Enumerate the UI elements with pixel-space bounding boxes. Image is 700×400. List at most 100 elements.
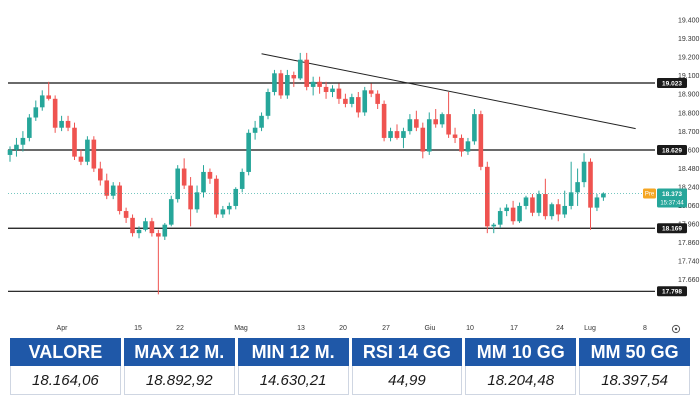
candle [543, 178, 548, 220]
level-tag: 18.629 [657, 145, 687, 155]
candle [433, 109, 438, 128]
stat-value: 18.397,54 [579, 366, 690, 395]
candle-body [265, 92, 271, 116]
candle-body [426, 119, 432, 152]
candle [414, 110, 419, 132]
candle-body [555, 204, 561, 215]
candle [227, 202, 232, 215]
candle-body [310, 81, 316, 87]
candle-body [523, 197, 529, 206]
candle [478, 110, 484, 171]
candle-body [246, 132, 251, 172]
candle-body [601, 193, 606, 198]
candle-body [439, 114, 445, 125]
price-tag-label: 18.373 [662, 191, 682, 198]
candle-body [194, 192, 200, 210]
candle-body [149, 221, 155, 234]
candle [123, 207, 129, 223]
candle [581, 153, 587, 188]
candle [426, 112, 432, 155]
candle [388, 127, 393, 142]
candle [201, 165, 206, 198]
candle [7, 146, 13, 162]
candle-body [330, 88, 335, 93]
candle [459, 134, 464, 157]
candle [381, 100, 387, 142]
candle [549, 202, 555, 220]
candle [562, 190, 567, 218]
candle-body [85, 139, 90, 162]
candle-body [407, 119, 413, 132]
candle-body [485, 166, 490, 227]
candle [536, 190, 542, 217]
candle [156, 229, 161, 295]
candle [356, 92, 361, 118]
candle-body [510, 207, 516, 222]
candle [143, 217, 148, 232]
x-tick-label: 8 [643, 325, 647, 332]
x-tick-label: 15 [134, 325, 142, 332]
y-tick-label: 19.300 [678, 36, 700, 43]
candle-body [188, 185, 193, 210]
candle-body [388, 131, 393, 138]
price-tag-prefix: Pre [645, 192, 655, 198]
candle [78, 149, 84, 166]
x-tick-label: 13 [297, 325, 305, 332]
candle-body [414, 119, 419, 128]
candle [59, 115, 64, 132]
stat-valore: VALORE 18.164,06 [10, 338, 121, 400]
candle [65, 115, 71, 132]
candle-body [304, 59, 309, 87]
candle [162, 222, 168, 240]
y-tick-label: 17.960 [678, 222, 700, 229]
candle [149, 217, 155, 237]
candle-body [336, 88, 342, 99]
stat-max-12m: MAX 12 M. 18.892,92 [123, 338, 235, 400]
candle [330, 85, 335, 98]
level-tag: 17.798 [657, 286, 687, 297]
candle-body [72, 127, 77, 157]
candle-body [401, 131, 406, 138]
stat-header: MM 10 GG [465, 338, 577, 366]
candle-body [20, 137, 26, 145]
candle [110, 182, 116, 200]
y-tick-label: 18.600 [678, 147, 700, 154]
candle-body [33, 107, 39, 118]
candle-body [181, 168, 187, 186]
candle [601, 192, 606, 201]
candle [20, 131, 26, 152]
candle [91, 136, 97, 172]
candle-body [123, 211, 129, 218]
candle [401, 127, 406, 149]
candle [98, 161, 103, 186]
candle [117, 182, 122, 215]
candle-body [272, 73, 277, 93]
candle [452, 127, 458, 144]
level-tag: 18.169 [657, 223, 687, 234]
candle [323, 81, 329, 99]
candle-body [52, 98, 58, 128]
price-tag: Pre 18.373 15:37:44 [8, 188, 687, 208]
candle-body [317, 81, 322, 87]
candle-body [536, 194, 542, 213]
candle-body [285, 75, 290, 96]
candle [555, 199, 561, 222]
candle [568, 161, 574, 210]
candle [14, 137, 19, 157]
stat-mm-10: MM 10 GG 18.204,48 [465, 338, 577, 400]
candle [46, 81, 51, 101]
level-tag-label: 17.798 [662, 289, 682, 296]
level-tag-label: 18.629 [662, 147, 682, 154]
candle-body [259, 115, 264, 128]
candle [181, 158, 187, 189]
candle-body [27, 117, 32, 138]
candle-body [478, 114, 484, 167]
stat-value: 18.892,92 [123, 366, 235, 395]
candle [291, 71, 297, 87]
candle [297, 52, 303, 81]
candle [420, 122, 426, 159]
stats-table: VALORE 18.164,06 MAX 12 M. 18.892,92 MIN… [10, 338, 690, 400]
chart-svg: 19.400 19.300 19.200 19.100 18.900 18.800 18.7… [7, 18, 700, 334]
chart-settings-icon[interactable] [671, 324, 681, 334]
candle-body [136, 229, 142, 234]
